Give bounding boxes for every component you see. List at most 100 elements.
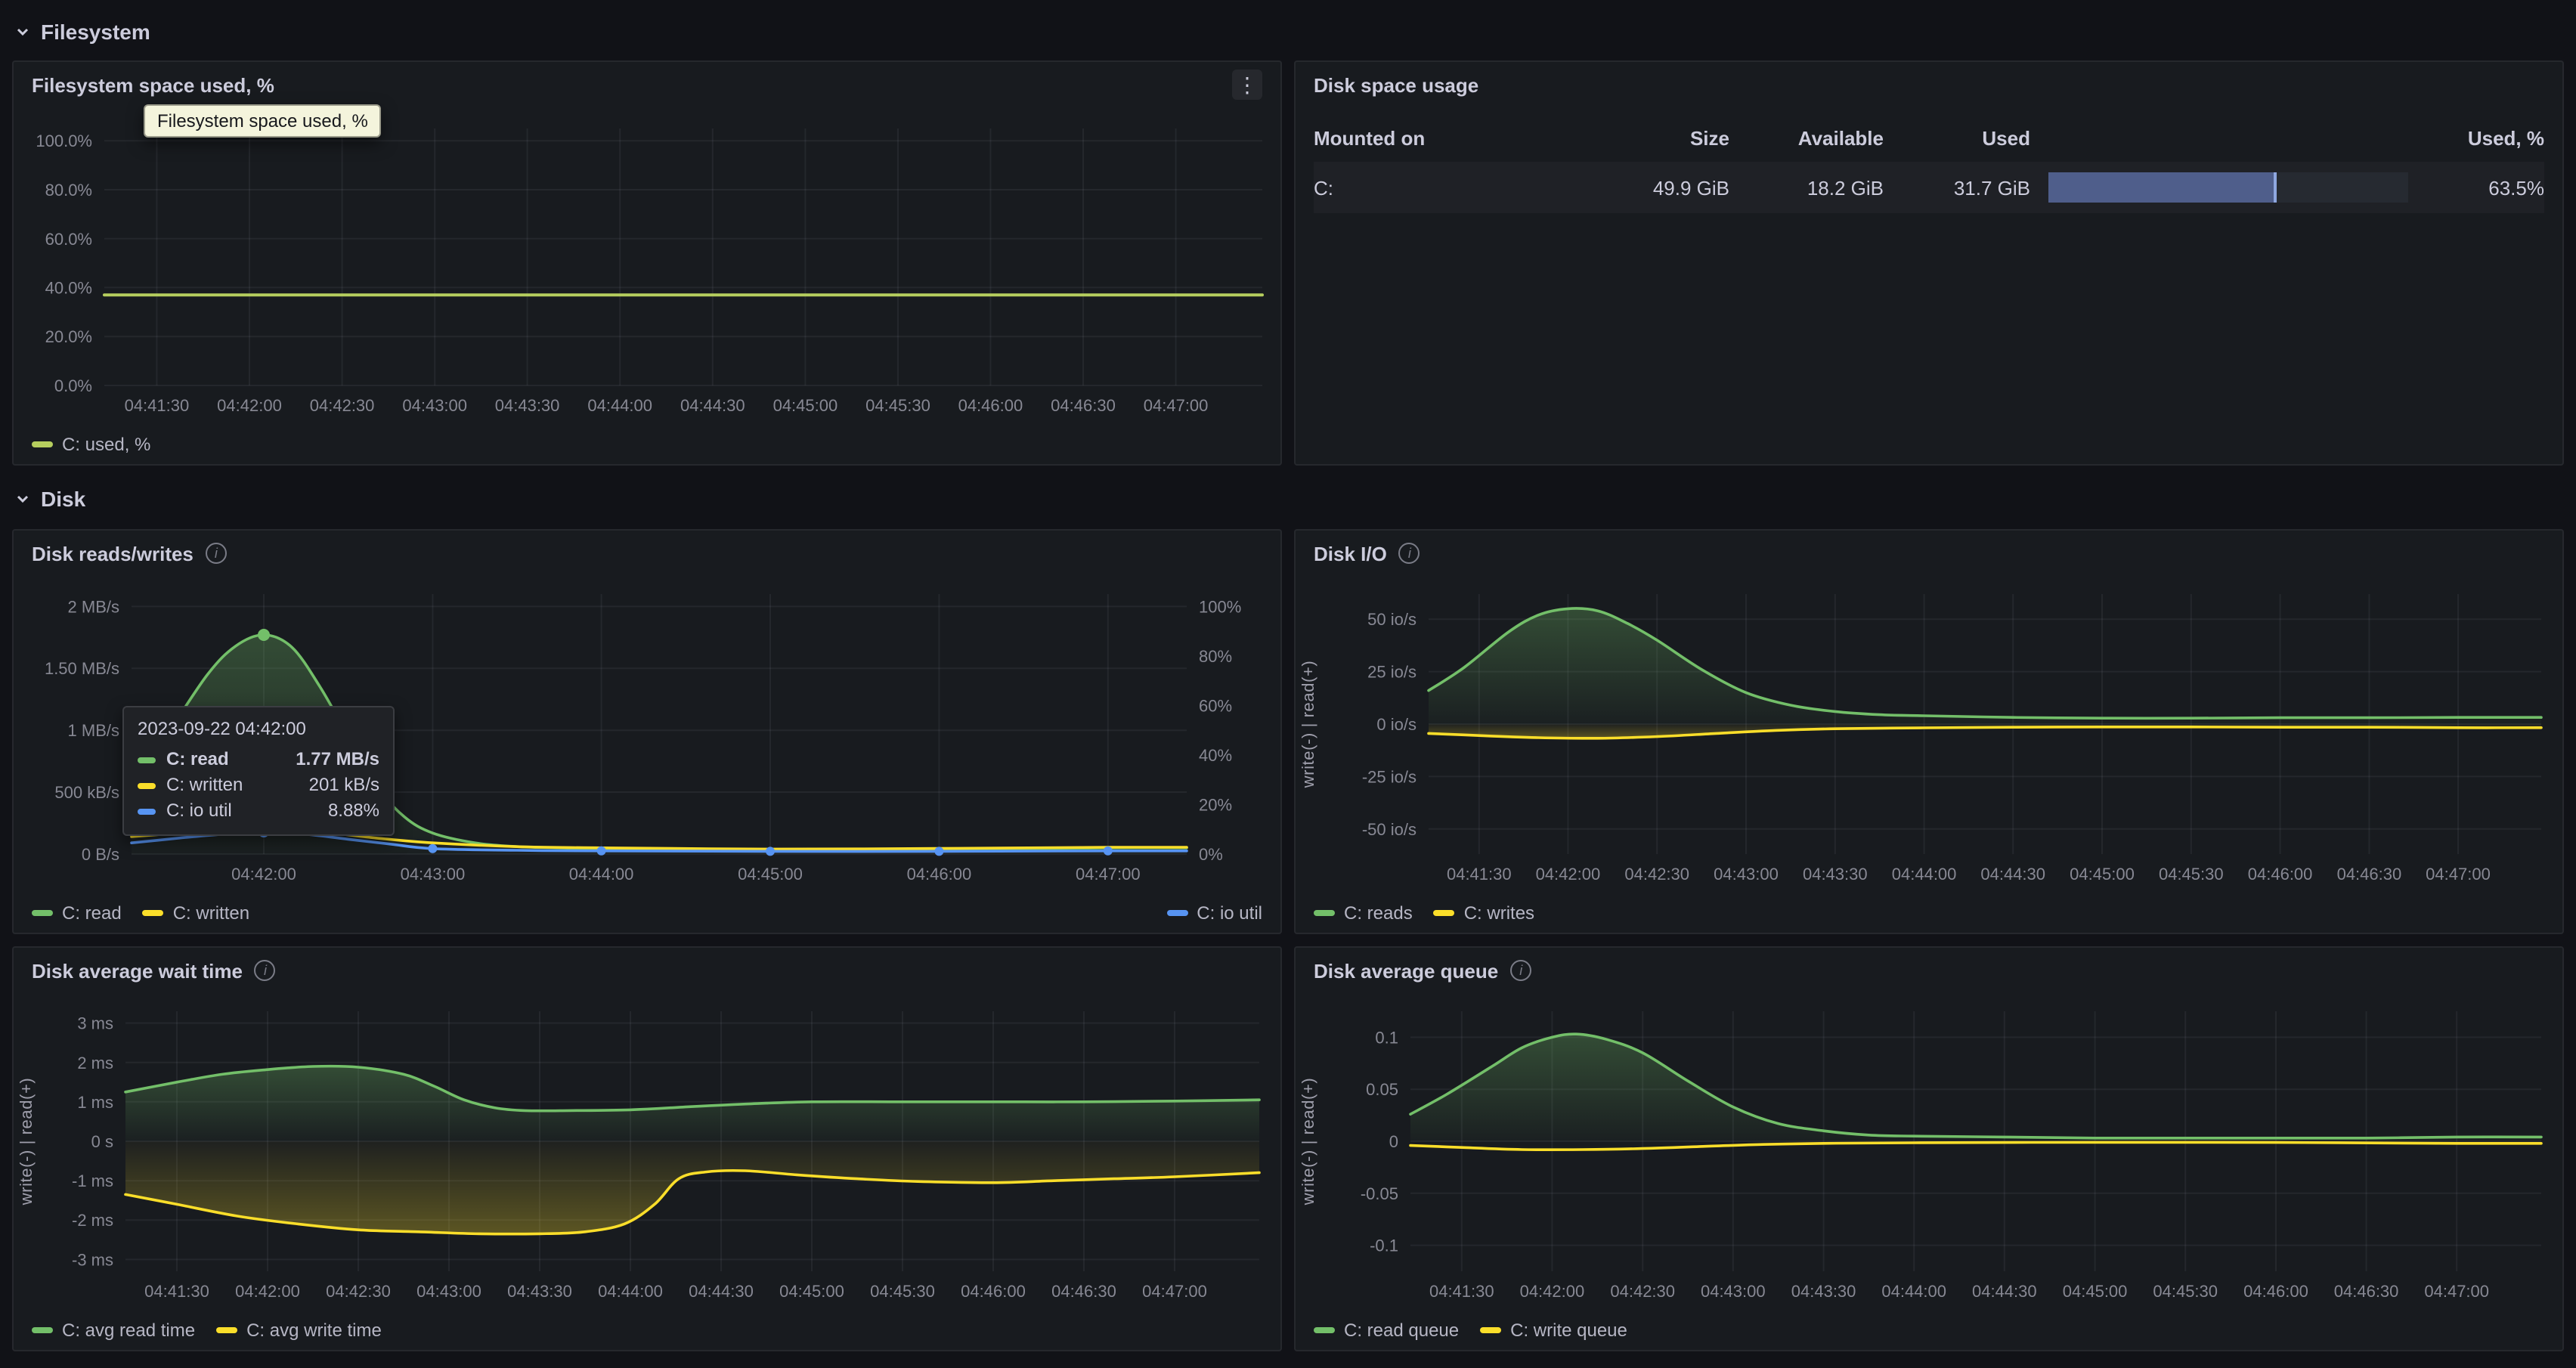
series-area <box>125 1066 1259 1141</box>
legend-label: C: written <box>172 902 250 924</box>
y-tick-label: -0.1 <box>1370 1236 1398 1255</box>
x-tick-label: 04:43:00 <box>1714 865 1779 884</box>
gauge-edge <box>2274 172 2277 203</box>
panel-header[interactable]: Disk average queue <box>1296 948 2562 993</box>
legend-item[interactable]: C: read <box>32 902 122 924</box>
panel-header[interactable]: Disk average wait time <box>14 948 1280 993</box>
x-tick-label: 04:45:00 <box>773 396 838 415</box>
legend-item[interactable]: C: avg write time <box>216 1320 382 1341</box>
used-percent-value: 63.5% <box>2488 176 2544 199</box>
chart-tooltip: 2023-09-22 04:42:00 C: read 1.77 MB/s C:… <box>122 706 395 836</box>
series-line <box>124 1168 1261 1236</box>
y-tick-label: -0.05 <box>1361 1184 1398 1203</box>
y-tick-label: -2 ms <box>72 1211 113 1230</box>
point-marker <box>934 846 944 856</box>
legend-item[interactable]: C: written <box>142 902 250 924</box>
info-icon[interactable] <box>1398 543 1420 564</box>
y-axis-label: write(-) | read(+) <box>1299 661 1317 789</box>
series-color-swatch <box>142 910 164 916</box>
chevron-down-icon <box>17 28 29 36</box>
legend-label: C: avg write time <box>246 1320 382 1341</box>
dashboard-row-filesystem: Filesystem space used, % 0.0% 20.0% 40.0% 6… <box>12 60 2564 466</box>
tooltip-series-name: C: read <box>166 748 229 769</box>
disk-average-wait-time-chart[interactable]: 3 ms 2 ms 1 ms 0 s -1 ms -2 ms -3 ms 04:41:30 04… <box>14 993 1280 1311</box>
x-tick-label: 04:46:00 <box>2248 865 2313 884</box>
section-header-filesystem[interactable]: Filesystem <box>15 15 2564 48</box>
x-tick-label: 04:44:30 <box>1980 865 2045 884</box>
gauge-track <box>2048 172 2408 203</box>
panel-disk-io: Disk I/O 50 io/s 25 io/s 0 io/s -25 io/s -50… <box>1294 529 2564 934</box>
x-tick-label: 04:47:00 <box>2426 865 2491 884</box>
legend-item[interactable]: C: writes <box>1433 902 1535 924</box>
panel-header[interactable]: Disk reads/writes <box>14 531 1280 576</box>
kebab-menu-icon[interactable] <box>1232 70 1262 100</box>
y2-tick-label: 20% <box>1199 795 1232 814</box>
y-tick-label: 0 B/s <box>82 845 119 864</box>
legend-item[interactable]: C: reads <box>1314 902 1413 924</box>
panel-header[interactable]: Filesystem space used, % <box>14 62 1280 107</box>
x-tick-label: 04:42:30 <box>310 396 375 415</box>
y-tick-label: 500 kB/s <box>54 783 119 802</box>
dashboard-row-disk-1: Disk reads/writes 0 B/s 500 kB/s 1 MB/s 1.5… <box>12 529 2564 934</box>
point-marker <box>1103 846 1113 856</box>
x-tick-label: 04:44:00 <box>1881 1282 1946 1301</box>
tooltip-series-name: C: written <box>166 774 243 795</box>
legend-item[interactable]: C: write queue <box>1480 1320 1627 1341</box>
info-icon[interactable] <box>205 543 227 564</box>
info-icon[interactable] <box>254 960 276 981</box>
x-tick-label: 04:45:00 <box>2063 1282 2128 1301</box>
column-header-mounted-on[interactable]: Mounted on <box>1314 126 1426 149</box>
disk-io-chart[interactable]: 50 io/s 25 io/s 0 io/s -25 io/s -50 io/s 04:4… <box>1296 576 2562 893</box>
legend-label: C: reads <box>1344 902 1413 924</box>
column-header-size[interactable]: Size <box>1689 126 1729 149</box>
x-tick-label: 04:44:00 <box>598 1282 663 1301</box>
section-title: Filesystem <box>41 20 150 44</box>
series-color-swatch <box>138 757 156 763</box>
series-line <box>1409 1032 2543 1140</box>
series-color-swatch <box>216 1327 238 1333</box>
x-tick-label: 04:42:00 <box>231 865 296 884</box>
point-marker <box>428 843 438 853</box>
panel-title[interactable]: Disk average wait time <box>32 959 243 982</box>
panel-title[interactable]: Disk space usage <box>1314 73 1479 96</box>
legend-item[interactable]: C: avg read time <box>32 1320 195 1341</box>
panel-title[interactable]: Disk reads/writes <box>32 542 194 565</box>
tooltip-series-value: 1.77 MB/s <box>296 748 379 769</box>
panel-header[interactable]: Disk space usage <box>1296 62 2562 107</box>
x-tick-label: 04:44:30 <box>689 1282 754 1301</box>
panel-title[interactable]: Filesystem space used, % <box>32 73 274 96</box>
x-tick-label: 04:42:00 <box>217 396 282 415</box>
column-header-available[interactable]: Available <box>1797 126 1884 149</box>
column-header-used[interactable]: Used <box>1982 126 2030 149</box>
legend-item[interactable]: C: io util <box>1166 902 1262 924</box>
x-tick-label: 04:45:30 <box>865 396 930 415</box>
x-tick-label: 04:47:00 <box>2424 1282 2489 1301</box>
panel-title-tooltip: Filesystem space used, % <box>144 104 382 138</box>
disk-average-queue-chart[interactable]: 0.1 0.05 0 -0.05 -0.1 04:41:30 04:42:00 04:42:3… <box>1296 993 2562 1311</box>
section-header-disk[interactable]: Disk <box>15 482 2564 515</box>
x-tick-label: 04:43:00 <box>402 396 467 415</box>
series-area <box>1429 724 2541 738</box>
x-tick-label: 04:45:00 <box>779 1282 844 1301</box>
fs-space-used-chart[interactable]: 0.0% 20.0% 40.0% 60.0% 80.0% 100.0% 04:41:30 04… <box>14 107 1280 425</box>
column-header-used-percent[interactable]: Used, % <box>2467 126 2544 149</box>
disk-reads-writes-chart[interactable]: 0 B/s 500 kB/s 1 MB/s 1.50 MB/s 2 MB/s 0% 20% 4… <box>14 576 1280 893</box>
series-line <box>1427 726 2543 740</box>
legend-label: C: writes <box>1463 902 1535 924</box>
panel-header[interactable]: Disk I/O <box>1296 531 2562 576</box>
panel-title[interactable]: Disk I/O <box>1314 542 1387 565</box>
legend-item[interactable]: C: read queue <box>1314 1320 1459 1341</box>
point-marker <box>596 846 606 856</box>
used-value: 31.7 GiB <box>1953 176 2030 199</box>
y2-tick-label: 40% <box>1199 746 1232 765</box>
panel-title[interactable]: Disk average queue <box>1314 959 1499 982</box>
gauge-fill <box>2048 172 2277 203</box>
info-icon[interactable] <box>1510 960 1532 981</box>
legend: C: read C: written C: io util <box>14 893 1280 933</box>
x-tick-label: 04:45:00 <box>2070 865 2135 884</box>
y-tick-label: 40.0% <box>45 278 92 297</box>
legend-item[interactable]: C: used, % <box>32 434 150 455</box>
y-tick-label: 25 io/s <box>1367 663 1416 682</box>
y-tick-label: 0 s <box>91 1132 113 1151</box>
